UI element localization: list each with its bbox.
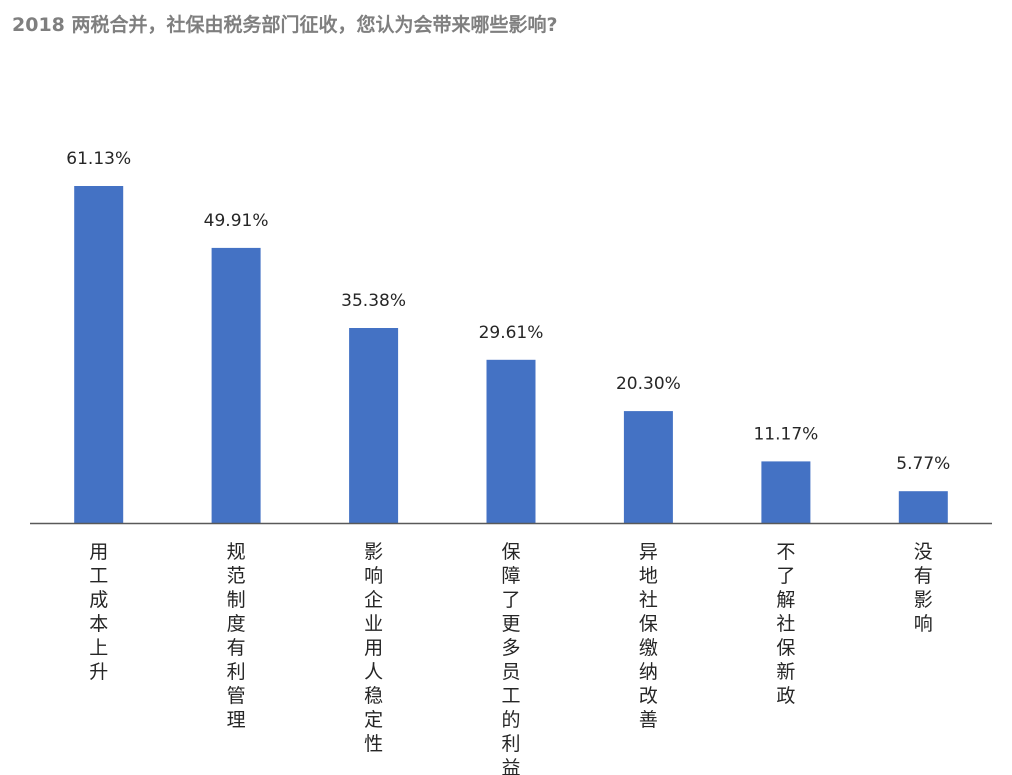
category-label: 不了解社保新政 (776, 541, 795, 707)
category-label: 没有影响 (914, 541, 933, 635)
data-label: 29.61% (479, 323, 544, 343)
bar (486, 359, 536, 523)
category-label: 影响企业用人稳定性 (364, 541, 383, 755)
category-labels: 用工成本上升 规范制度有利管理 影响企业用人稳定性 保障了更多员工的利益 异地社保缴纳改… (89, 541, 933, 775)
category-label: 保障了更多员工的利益 (501, 541, 520, 775)
bar (623, 411, 673, 523)
category-label: 异地社保缴纳改善 (639, 541, 658, 731)
bar-series (74, 186, 948, 523)
data-label: 20.30% (616, 374, 681, 394)
bar (349, 328, 399, 523)
bar (211, 247, 261, 523)
bar (74, 186, 124, 523)
data-label: 35.38% (341, 291, 406, 311)
data-labels: 61.13% 49.91% 35.38% 29.61% 20.30% 11.17% 5.77… (66, 149, 950, 474)
category-label: 用工成本上升 (89, 541, 108, 683)
bar (761, 461, 811, 523)
data-label: 11.17% (753, 424, 818, 444)
bar (898, 491, 948, 523)
data-label: 49.91% (204, 211, 269, 231)
chart-title: 2018 两税合并，社保由税务部门征收，您认为会带来哪些影响? (12, 14, 558, 36)
data-label: 61.13% (66, 149, 131, 169)
data-label: 5.77% (896, 454, 950, 474)
category-label: 规范制度有利管理 (227, 541, 246, 731)
